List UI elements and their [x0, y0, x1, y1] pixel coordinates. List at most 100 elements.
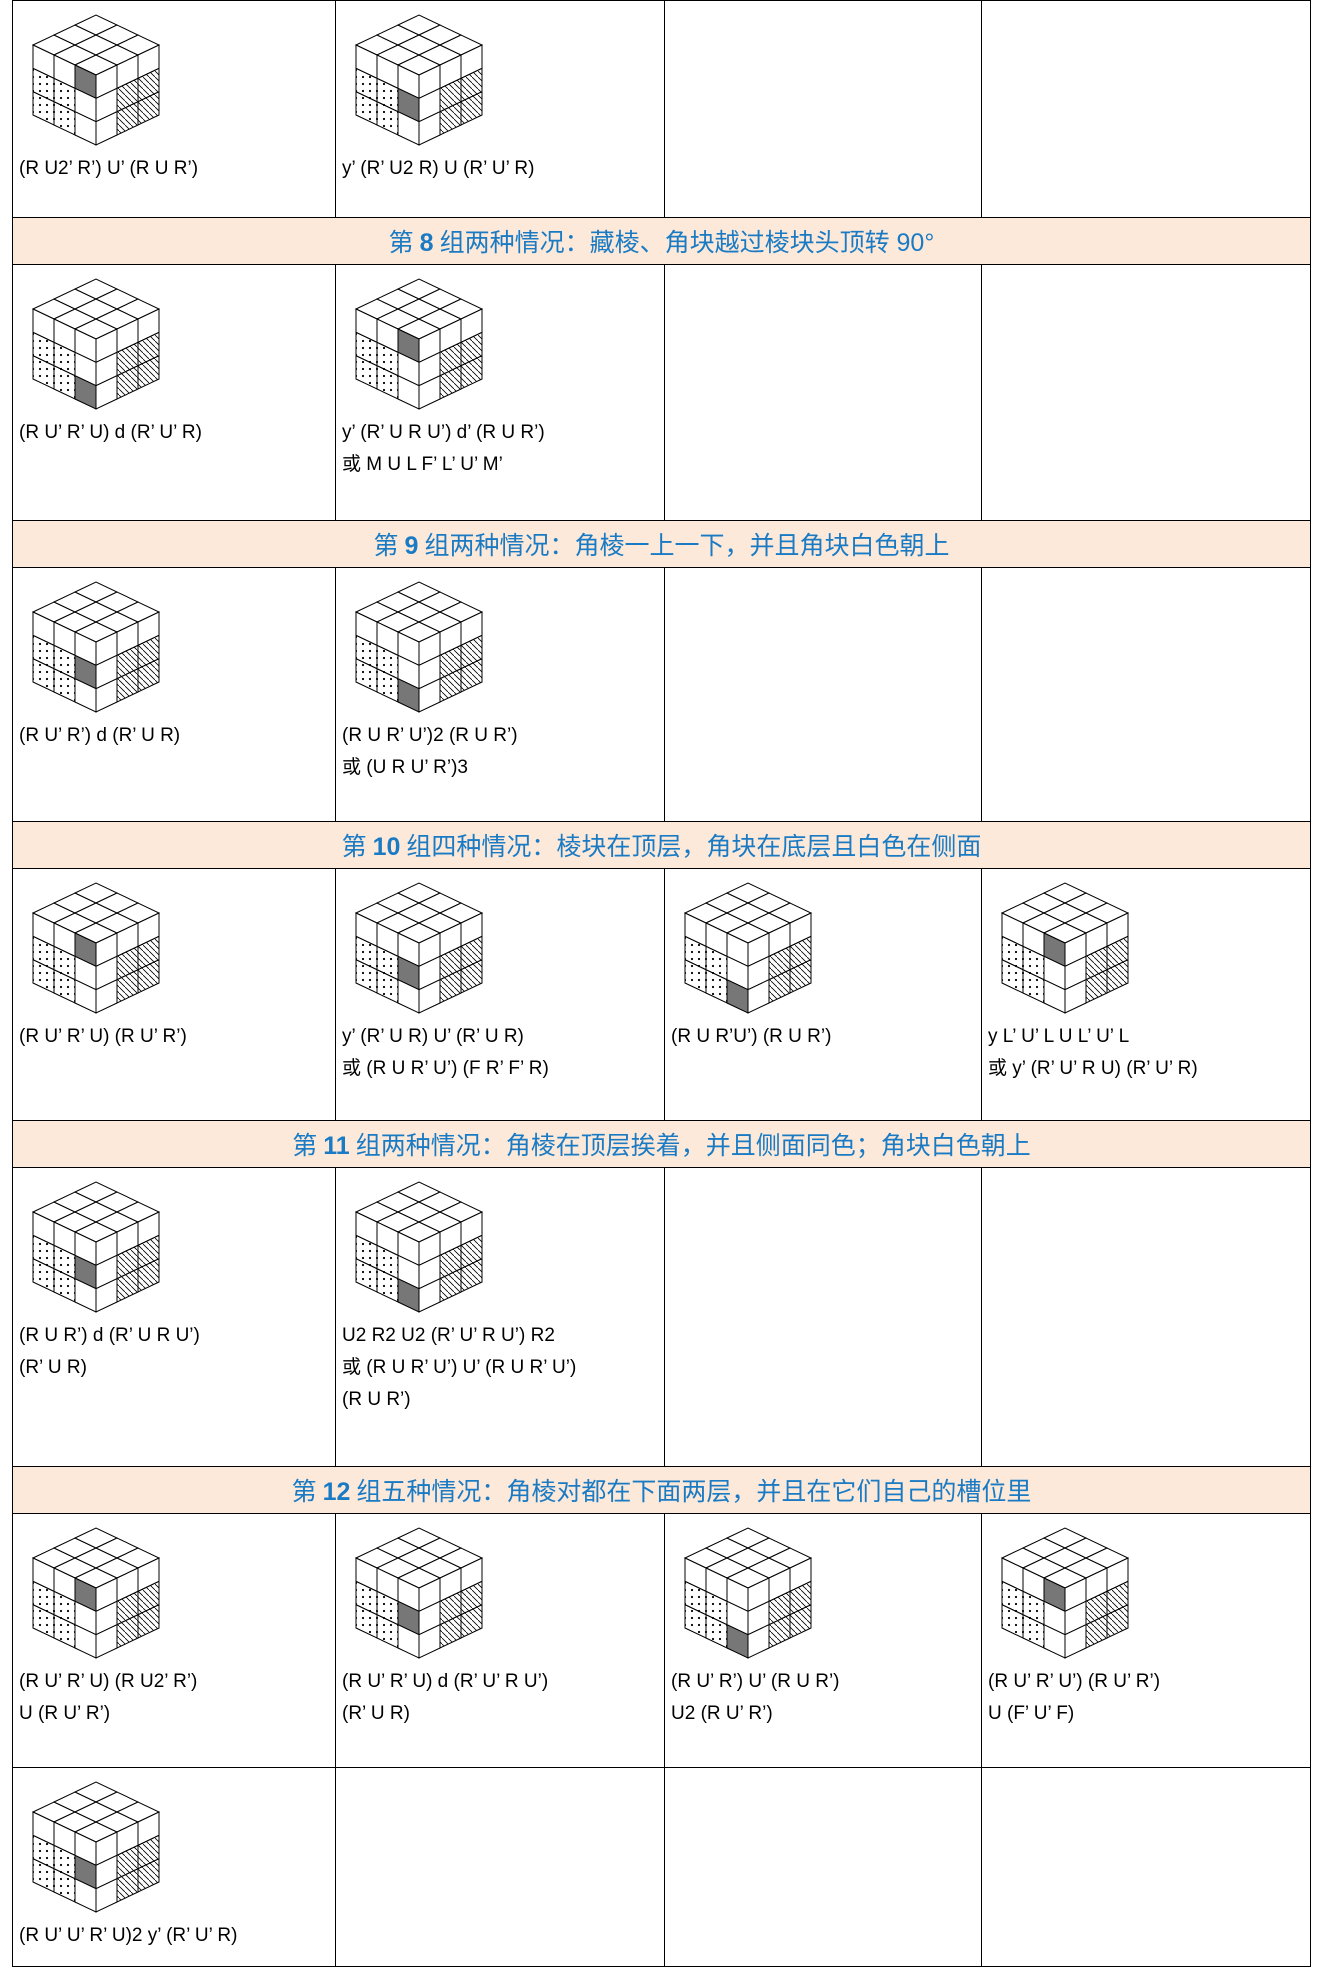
algorithm: 或 (R U R’ U’) U’ (R U R’ U’) — [342, 1357, 577, 1378]
case-cell: (R U’ R’ U) d (R’ U’ R) — [12, 264, 336, 521]
table-row: 第 9 组两种情况：角棱一上一下，并且角块白色朝上 — [12, 520, 1311, 568]
algorithm: (R U R’ U’)2 (R U R’) — [342, 725, 518, 746]
algorithm: (R U’ U’ R’ U)2 y’ (R’ U’ R) — [19, 1925, 238, 1946]
case-cell — [664, 0, 982, 218]
table-row: (R U’ R’ U) (R U2’ R’) U (R U’ R’) (R U’ R… — [12, 1513, 1311, 1768]
header-number: 8 — [419, 229, 434, 257]
header-prefix: 第 — [373, 532, 399, 560]
cube-icon — [31, 1527, 161, 1659]
case-cell — [981, 1167, 1311, 1467]
header-text: 组两种情况：藏棱、角块越过棱块头顶转 90° — [439, 229, 935, 257]
cube-icon — [31, 882, 161, 1014]
case-cell: (R U’ R’) U’ (R U R’) U2 (R U’ R’) — [664, 1513, 982, 1768]
sticker — [460, 1257, 483, 1293]
table-row: (R U’ U’ R’ U)2 y’ (R’ U’ R) — [12, 1767, 1311, 1967]
algorithm: U2 (R U’ R’) — [671, 1703, 773, 1724]
sticker — [460, 90, 483, 126]
case-cell: U2 R2 U2 (R’ U’ R U’) R2 或 (R U R’ U’) U’… — [335, 1167, 665, 1467]
sticker — [460, 354, 483, 390]
sticker — [137, 657, 160, 693]
cube-icon — [354, 1527, 484, 1659]
header-text: 组五种情况：角棱对都在下面两层，并且在它们自己的槽位里 — [356, 1478, 1032, 1506]
algorithm: U (F’ U’ F) — [988, 1703, 1075, 1724]
cube-icon — [31, 278, 161, 410]
algorithm: 或 (U R U’ R’)3 — [342, 757, 468, 778]
algorithm: y’ (R’ U R) U’ (R’ U R) — [342, 1026, 524, 1047]
group-header: 第 9 组两种情况：角棱一上一下，并且角块白色朝上 — [12, 520, 1311, 568]
sticker — [1106, 958, 1129, 994]
case-cell: (R U’ R’ U’) (R U’ R’) U (F’ U’ F) — [981, 1513, 1311, 1768]
algorithm: U2 R2 U2 (R’ U’ R U’) R2 — [342, 1325, 555, 1346]
cube-icon — [31, 1781, 161, 1913]
sticker — [460, 958, 483, 994]
sticker — [460, 657, 483, 693]
sticker — [137, 1257, 160, 1293]
case-cell: (R U’ R’ U) (R U2’ R’) U (R U’ R’) — [12, 1513, 336, 1768]
header-prefix: 第 — [291, 1478, 317, 1506]
cube-icon — [31, 14, 161, 146]
algorithm: (R U R’U’) (R U R’) — [671, 1026, 832, 1047]
table-row: (R U2’ R’) U’ (R U R’) y’ (R’ U2 R) U (R’… — [12, 0, 1311, 218]
case-cell: y’ (R’ U R) U’ (R’ U R) 或 (R U R’ U’) (F … — [335, 868, 665, 1121]
algorithm: (R U’ R’ U’) (R U’ R’) — [988, 1671, 1161, 1692]
sticker — [137, 90, 160, 126]
case-cell — [664, 1167, 982, 1467]
algorithm: 或 (R U R’ U’) (F R’ F’ R) — [342, 1058, 549, 1079]
case-cell: (R U’ R’ U) d (R’ U’ R U’) (R’ U R) — [335, 1513, 665, 1768]
sticker — [137, 958, 160, 994]
cube-icon — [1000, 882, 1130, 1014]
sticker — [789, 1603, 812, 1639]
algorithm: (R U’ R’ U) (R U2’ R’) — [19, 1671, 198, 1692]
sticker — [789, 958, 812, 994]
algorithm: (R’ U R) — [19, 1357, 87, 1378]
case-cell: (R U2’ R’) U’ (R U R’) — [12, 0, 336, 218]
header-number: 9 — [404, 532, 419, 560]
cube-icon — [354, 1181, 484, 1313]
cube-icon — [354, 581, 484, 713]
cube-icon — [354, 882, 484, 1014]
case-cell — [664, 1767, 982, 1967]
table-row: 第 8 组两种情况：藏棱、角块越过棱块头顶转 90° — [12, 217, 1311, 265]
case-cell: (R U’ R’ U) (R U’ R’) — [12, 868, 336, 1121]
algorithm: (R’ U R) — [342, 1703, 410, 1724]
cube-icon — [31, 581, 161, 713]
sticker — [460, 1603, 483, 1639]
table-row: 第 11 组两种情况：角棱在顶层挨着，并且侧面同色；角块白色朝上 — [12, 1120, 1311, 1168]
case-cell: (R U R’U’) (R U R’) — [664, 868, 982, 1121]
group-header: 第 12 组五种情况：角棱对都在下面两层，并且在它们自己的槽位里 — [12, 1466, 1311, 1514]
algorithm: (R U’ R’) U’ (R U R’) — [671, 1671, 840, 1692]
header-prefix: 第 — [388, 229, 414, 257]
group-header: 第 11 组两种情况：角棱在顶层挨着，并且侧面同色；角块白色朝上 — [12, 1120, 1311, 1168]
table-row: (R U’ R’) d (R’ U R) (R U R’ U’)2 (R U R’… — [12, 567, 1311, 822]
group-header: 第 8 组两种情况：藏棱、角块越过棱块头顶转 90° — [12, 217, 1311, 265]
algorithm: (R U’ R’ U) (R U’ R’) — [19, 1026, 187, 1047]
oll-table: (R U2’ R’) U’ (R U R’) y’ (R’ U2 R) U (R’… — [12, 0, 1311, 1967]
header-prefix: 第 — [341, 833, 367, 861]
case-cell: (R U R’ U’)2 (R U R’) 或 (U R U’ R’)3 — [335, 567, 665, 822]
table-row: (R U R’) d (R’ U R U’) (R’ U R) U2 R2 U2 (… — [12, 1167, 1311, 1467]
algorithm: (R U R’) — [342, 1389, 411, 1410]
header-text: 组两种情况：角棱在顶层挨着，并且侧面同色；角块白色朝上 — [355, 1132, 1031, 1160]
table-row: 第 12 组五种情况：角棱对都在下面两层，并且在它们自己的槽位里 — [12, 1466, 1311, 1514]
algorithm: y L’ U’ L U L’ U’ L — [988, 1026, 1130, 1047]
case-cell: (R U R’) d (R’ U R U’) (R’ U R) — [12, 1167, 336, 1467]
cube-icon — [354, 278, 484, 410]
case-cell — [664, 567, 982, 822]
table-row: (R U’ R’ U) d (R’ U’ R) y’ (R’ U R U’) d’… — [12, 264, 1311, 521]
case-cell — [335, 1767, 665, 1967]
case-cell: y’ (R’ U R U’) d’ (R U R’) 或 M U L F’ L’ … — [335, 264, 665, 521]
table-row: 第 10 组四种情况：棱块在顶层，角块在底层且白色在侧面 — [12, 821, 1311, 869]
cube-icon — [31, 1181, 161, 1313]
group-header: 第 10 组四种情况：棱块在顶层，角块在底层且白色在侧面 — [12, 821, 1311, 869]
algorithm: U (R U’ R’) — [19, 1703, 111, 1724]
header-text: 组四种情况：棱块在顶层，角块在底层且白色在侧面 — [406, 833, 982, 861]
algorithm: (R U R’) d (R’ U R U’) — [19, 1325, 200, 1346]
case-cell — [981, 0, 1311, 218]
algorithm: y’ (R’ U R U’) d’ (R U R’) — [342, 422, 545, 443]
algorithm: (R U2’ R’) U’ (R U R’) — [19, 158, 199, 179]
sticker — [1106, 1603, 1129, 1639]
sticker — [137, 354, 160, 390]
algorithm: (R U’ R’) d (R’ U R) — [19, 725, 181, 746]
header-text: 组两种情况：角棱一上一下，并且角块白色朝上 — [424, 532, 950, 560]
